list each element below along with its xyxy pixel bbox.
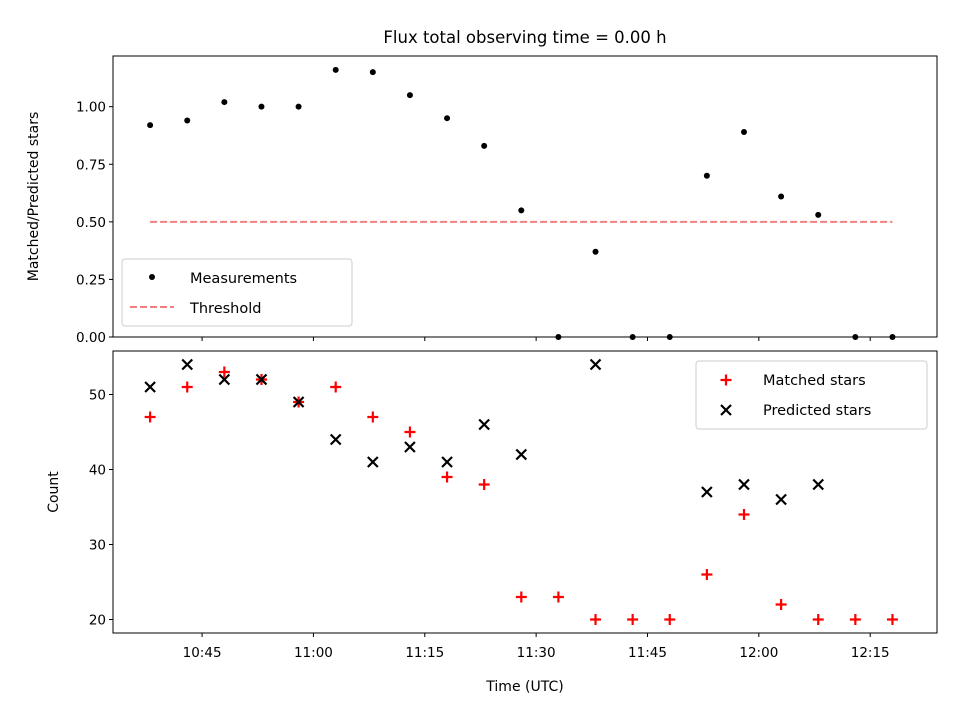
measurement-point (518, 207, 525, 214)
legend-label-predicted: Predicted stars (763, 403, 871, 419)
y-tick-label: 0.75 (76, 157, 106, 173)
y-tick-label: 40 (89, 463, 106, 479)
legend-box (121, 258, 353, 327)
legend-label-threshold: Threshold (189, 301, 261, 317)
matched-star-point (218, 366, 230, 378)
bottom-panel: 20 30 40 50 10:45 11:00 11:15 11:30 11:45 12:00 12… (46, 350, 938, 695)
top-panel-marks (147, 66, 896, 340)
bottom-panel-ticks: 20 30 40 50 10:45 11:00 11:15 11:30 11:45 12:00 12… (89, 388, 890, 662)
x-tick-label: 11:45 (628, 645, 667, 661)
measurement-point (592, 248, 599, 255)
predicted-star-point (255, 373, 268, 386)
top-panel-ticks: 0.00 0.25 0.50 0.75 1.00 (76, 100, 871, 346)
predicted-star-point (404, 441, 416, 453)
bottom-ylabel: Count (46, 471, 62, 513)
matched-star-point (181, 381, 193, 393)
legend-label-matched: Matched stars (763, 373, 866, 389)
matched-star-point (515, 591, 527, 603)
predicted-star-point (292, 396, 305, 408)
x-tick-label: 11:30 (517, 645, 556, 661)
legend-label-measurements: Measurements (190, 271, 297, 287)
matched-star-point (664, 614, 676, 625)
matched-star-point (627, 614, 639, 625)
chart-title: Flux total observing time = 0.00 h (383, 28, 666, 47)
y-tick-label: 20 (89, 613, 106, 629)
measurement-point (481, 142, 488, 149)
measurement-point (778, 193, 785, 200)
legend-marker-predicted (720, 404, 732, 416)
x-tick-label: 11:00 (294, 645, 333, 661)
predicted-star-point (144, 381, 156, 393)
matched-star-point (812, 614, 824, 625)
y-tick-label: 30 (89, 538, 106, 554)
legend-marker-measurements (149, 274, 155, 280)
matched-star-point (775, 599, 787, 610)
y-tick-label: 50 (89, 388, 106, 404)
measurement-point (332, 66, 339, 73)
measurement-point (147, 122, 154, 129)
y-tick-label: 0.25 (76, 272, 106, 288)
measurement-point (740, 129, 747, 136)
matched-star-point (552, 591, 564, 603)
matched-star-point (738, 509, 750, 520)
predicted-star-point (701, 486, 713, 498)
measurement-point (295, 103, 302, 110)
matched-star-point (144, 411, 156, 423)
measurement-point (184, 117, 191, 124)
bottom-panel-frame (112, 350, 938, 634)
predicted-star-point (812, 478, 825, 491)
predicted-star-point (478, 418, 490, 431)
measurement-point (444, 115, 451, 122)
top-panel-frame (112, 55, 938, 338)
y-tick-label: 0.50 (76, 215, 106, 231)
top-panel: 0.00 0.25 0.50 0.75 1.00 Matched/Predicted s… (26, 55, 938, 346)
bottom-xlabel: Time (UTC) (485, 679, 563, 695)
legend-marker-matched (720, 374, 732, 386)
x-tick-label: 10:45 (183, 645, 222, 661)
y-tick-label: 0.00 (76, 330, 106, 346)
measurement-point (815, 211, 822, 218)
x-tick-label: 12:00 (739, 645, 778, 661)
top-legend: Measurements Threshold (121, 258, 353, 327)
measurement-point (369, 69, 376, 76)
matched-star-point (478, 479, 490, 490)
matched-star-point (330, 381, 342, 393)
measurement-point (703, 172, 710, 179)
predicted-star-point (775, 493, 787, 506)
y-tick-label: 1.00 (76, 100, 106, 116)
matched-star-point (701, 569, 713, 580)
measurement-point (406, 92, 413, 99)
predicted-star-point (181, 358, 194, 371)
matched-star-point (849, 614, 861, 625)
bottom-panel-marks (144, 358, 898, 625)
top-ylabel: Matched/Predicted stars (26, 112, 42, 282)
matched-star-point (367, 411, 379, 423)
bottom-legend: Matched stars Predicted stars (695, 360, 928, 430)
predicted-star-point (367, 456, 379, 468)
matched-star-point (886, 614, 898, 625)
predicted-star-point (441, 456, 453, 468)
measurement-point (221, 99, 228, 106)
predicted-star-point (738, 478, 750, 491)
predicted-star-point (515, 448, 528, 461)
measurement-point (258, 103, 265, 110)
predicted-star-point (329, 433, 342, 446)
matched-star-point (590, 614, 602, 625)
matched-star-point (441, 471, 453, 483)
x-tick-label: 11:15 (405, 645, 444, 661)
matched-star-point (404, 426, 416, 438)
predicted-star-point (589, 358, 602, 371)
legend-box (695, 360, 928, 430)
x-tick-label: 12:15 (851, 645, 890, 661)
predicted-star-point (218, 373, 231, 386)
